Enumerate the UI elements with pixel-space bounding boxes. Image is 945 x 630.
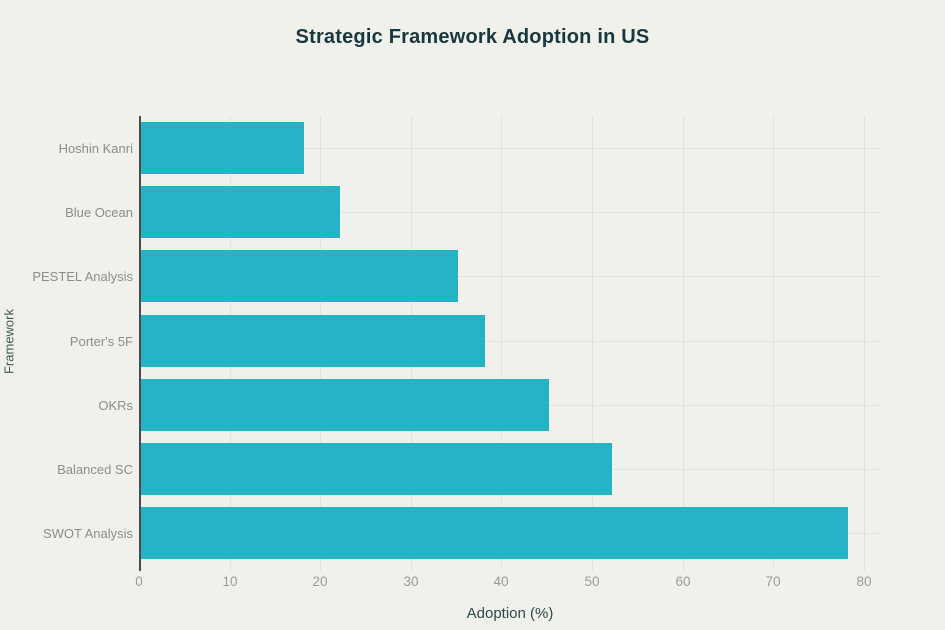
x-axis-title: Adoption (%): [466, 605, 554, 622]
bar-balanced-sc: [141, 443, 612, 495]
x-tick-label: 30: [403, 574, 419, 589]
x-tick-label: 60: [675, 574, 691, 589]
gridline-vertical: [683, 116, 684, 571]
x-tick-label: 80: [856, 574, 872, 589]
y-tick-label: Hoshin Kanri: [58, 141, 133, 156]
y-tick-label: Blue Ocean: [65, 205, 133, 220]
y-axis-line: [139, 116, 141, 571]
y-tick-label: Porter's 5F: [69, 334, 133, 349]
gridline-horizontal: [139, 212, 881, 213]
x-tick-label: 0: [135, 574, 143, 589]
bar-okrs: [141, 379, 549, 431]
x-tick-label: 70: [765, 574, 781, 589]
gridline-vertical: [592, 116, 593, 571]
gridline-horizontal: [139, 148, 881, 149]
x-tick-label: 20: [312, 574, 328, 589]
gridline-horizontal: [139, 341, 881, 342]
bar-blue-ocean: [141, 186, 340, 238]
gridline-horizontal: [139, 276, 881, 277]
y-tick-label: PESTEL Analysis: [32, 269, 133, 284]
bar-porter-s-5f: [141, 315, 485, 367]
x-tick-label: 40: [493, 574, 509, 589]
gridline-vertical: [864, 116, 865, 571]
y-tick-label: SWOT Analysis: [42, 526, 133, 541]
bar-pestel-analysis: [141, 250, 458, 302]
bar-hoshin-kanri: [141, 122, 304, 174]
chart-title: Strategic Framework Adoption in US: [295, 26, 650, 48]
y-tick-label: Balanced SC: [57, 462, 133, 477]
y-tick-label: OKRs: [98, 398, 133, 413]
x-tick-label: 50: [584, 574, 600, 589]
plot-area: [139, 116, 881, 571]
x-tick-label: 10: [222, 574, 238, 589]
bar-swot-analysis: [141, 507, 848, 559]
gridline-vertical: [773, 116, 774, 571]
gridline-vertical: [501, 116, 502, 571]
